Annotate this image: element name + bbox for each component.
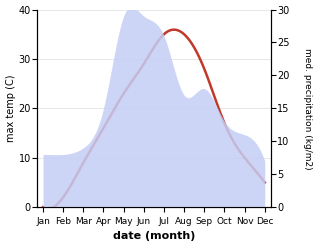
Y-axis label: med. precipitation (kg/m2): med. precipitation (kg/m2) (303, 48, 313, 169)
X-axis label: date (month): date (month) (113, 231, 195, 242)
Y-axis label: max temp (C): max temp (C) (5, 75, 16, 142)
